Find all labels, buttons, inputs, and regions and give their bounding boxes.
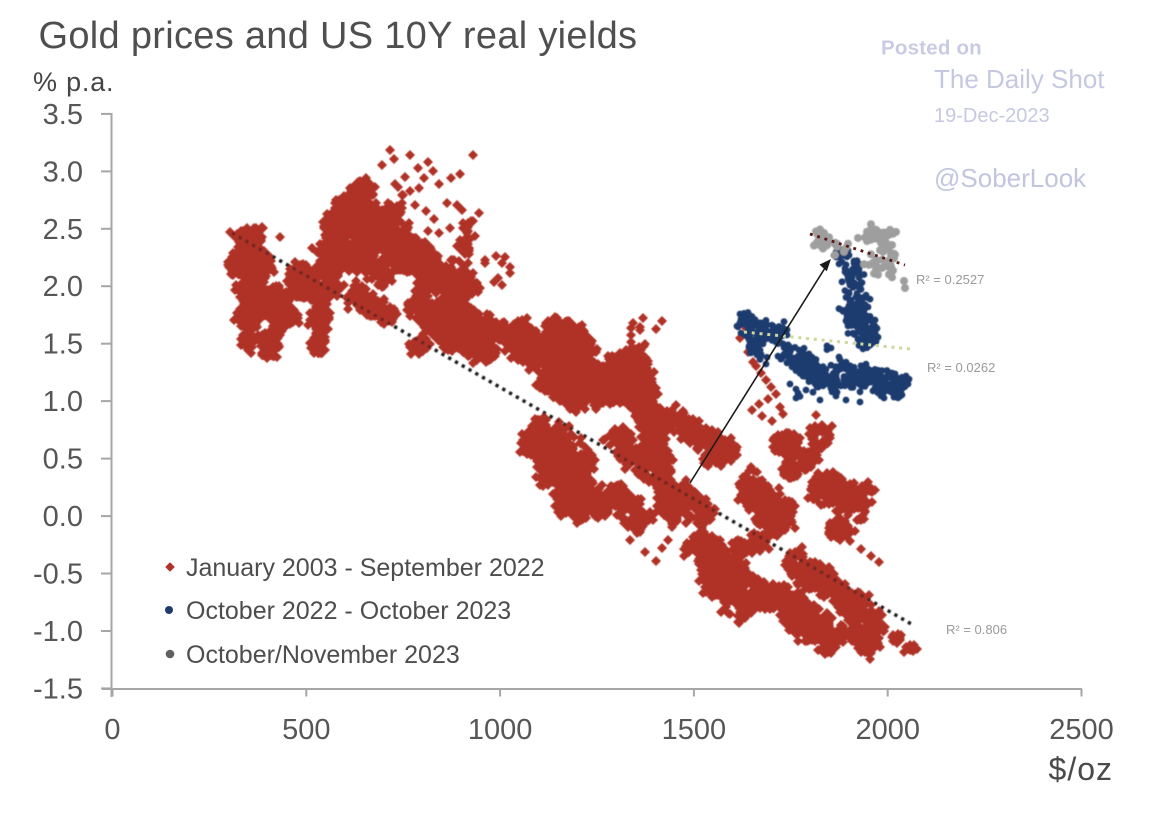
- svg-text:% p.a.: % p.a.: [33, 67, 114, 97]
- svg-text:1500: 1500: [662, 714, 727, 746]
- svg-text:19-Dec-2023: 19-Dec-2023: [934, 105, 1050, 127]
- svg-text:2.0: 2.0: [43, 271, 83, 303]
- svg-text:R² = 0.0262: R² = 0.0262: [927, 360, 995, 375]
- svg-text:October 2022 - October 2023: October 2022 - October 2023: [186, 597, 511, 625]
- svg-text:R² = 0.806: R² = 0.806: [946, 622, 1007, 637]
- svg-text:3.5: 3.5: [43, 99, 83, 131]
- svg-text:The Daily Shot: The Daily Shot: [934, 64, 1105, 94]
- svg-text:1.5: 1.5: [43, 329, 83, 361]
- svg-text:$/oz: $/oz: [1049, 751, 1113, 787]
- svg-text:2000: 2000: [855, 714, 920, 746]
- svg-text:1.0: 1.0: [43, 386, 83, 418]
- svg-text:October/November 2023: October/November 2023: [186, 641, 460, 669]
- svg-text:2500: 2500: [1049, 714, 1114, 746]
- svg-text:2.5: 2.5: [43, 214, 83, 246]
- svg-text:3.0: 3.0: [43, 156, 83, 188]
- svg-text:0.5: 0.5: [43, 444, 83, 476]
- svg-text:January 2003 - September 2022: January 2003 - September 2022: [186, 554, 545, 582]
- svg-text:-0.5: -0.5: [33, 559, 83, 591]
- svg-text:Posted on: Posted on: [881, 37, 982, 60]
- svg-text:500: 500: [282, 714, 330, 746]
- svg-text:Gold prices and US 10Y real yi: Gold prices and US 10Y real yields: [39, 15, 638, 57]
- svg-text:0.0: 0.0: [43, 501, 83, 533]
- svg-text:0: 0: [104, 714, 120, 746]
- svg-text:-1.5: -1.5: [33, 673, 83, 705]
- svg-text:@SoberLook: @SoberLook: [934, 163, 1087, 193]
- svg-text:R² = 0.2527: R² = 0.2527: [916, 272, 984, 287]
- svg-text:-1.0: -1.0: [33, 616, 83, 648]
- svg-text:1000: 1000: [468, 714, 533, 746]
